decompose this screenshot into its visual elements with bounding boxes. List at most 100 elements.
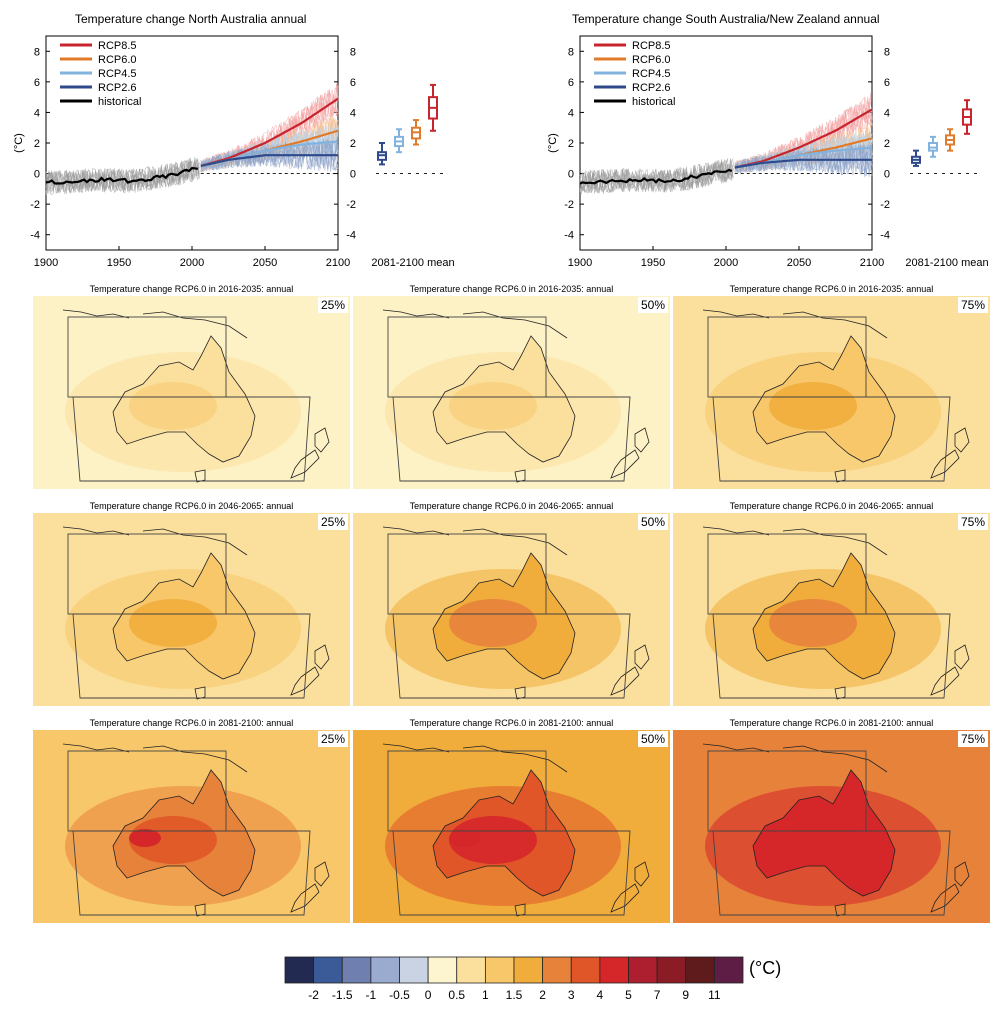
series-mean-line <box>734 108 873 169</box>
coastline-indonesia <box>62 743 130 753</box>
box-axis-label: 2081-2100 mean <box>371 257 454 269</box>
legend-label: RCP6.0 <box>632 54 671 66</box>
legend-label: RCP6.0 <box>98 54 137 66</box>
map-percentile: 75% <box>957 297 988 313</box>
y-tick-label: -2 <box>346 199 356 211</box>
map-panel: Temperature change RCP6.0 in 2046-2065: … <box>353 500 670 706</box>
colorbar-tick-label: 4 <box>597 988 604 1002</box>
colorbar-tick-label: 1.5 <box>506 988 523 1002</box>
model-run-line <box>200 121 339 171</box>
y-tick-label: 2 <box>568 138 574 150</box>
y-tick-label: -2 <box>564 199 574 211</box>
y-tick-label: 8 <box>884 46 890 58</box>
model-run-line <box>45 160 200 194</box>
coastline-nz-north <box>954 861 970 887</box>
coastline-australia <box>752 769 896 897</box>
warming-hotspot <box>769 829 801 847</box>
timeseries-chart: -4 -4 -2 -2 0 0 2 2 4 4 6 6 8 8 1900 1950 2000 2050 2100 (°… <box>547 35 989 269</box>
coastline-indonesia <box>382 526 450 536</box>
colorbar-swatch <box>427 956 458 984</box>
timeseries-panel-south-australia-nz: Temperature change South Australia/New Z… <box>534 0 994 280</box>
coastline-nz-north <box>314 861 330 887</box>
legend-label: RCP2.6 <box>632 82 671 94</box>
colorbar-tick-label: -0.5 <box>389 988 410 1002</box>
colorbar-tick-label: 7 <box>654 988 661 1002</box>
colorbar-swatch <box>341 956 372 984</box>
legend-label: historical <box>98 96 141 108</box>
map-title: Temperature change RCP6.0 in 2016-2035: … <box>353 283 670 296</box>
map-svg <box>62 743 330 917</box>
colorbar-swatch <box>570 956 601 984</box>
coastline-new-guinea <box>142 528 248 556</box>
map-svg <box>382 309 650 483</box>
warming-core <box>129 816 217 864</box>
map-percentile: 25% <box>317 731 348 747</box>
y-tick-label: 4 <box>568 107 574 119</box>
chart-title: Temperature change South Australia/New Z… <box>572 12 880 26</box>
y-tick-label: 4 <box>350 107 356 119</box>
map-percentile: 25% <box>317 514 348 530</box>
region-box-south-australia-nz <box>712 830 951 916</box>
colorbar-tick-label: 5 <box>625 988 632 1002</box>
model-run-line <box>579 158 734 194</box>
coastline-new-guinea <box>142 311 248 339</box>
map-title: Temperature change RCP6.0 in 2081-2100: … <box>353 717 670 730</box>
x-tick-label: 2050 <box>787 257 811 269</box>
y-axis-label: (°C) <box>547 133 559 153</box>
map-title: Temperature change RCP6.0 in 2081-2100: … <box>33 717 350 730</box>
colorbar-swatch <box>628 956 658 984</box>
box-axis-label: 2081-2100 mean <box>905 257 988 269</box>
map-svg <box>62 526 330 700</box>
coastline-indonesia <box>62 309 130 319</box>
model-run-line <box>200 126 339 171</box>
region-box-south-australia-nz <box>72 396 311 482</box>
y-tick-label: 0 <box>568 169 574 181</box>
y-tick-label: 8 <box>350 46 356 58</box>
y-tick-label: 2 <box>34 138 40 150</box>
map-percentile: 50% <box>637 731 668 747</box>
map-svg <box>382 743 650 917</box>
colorbar-swatch <box>284 956 315 984</box>
map-svg <box>62 309 330 483</box>
coastline-tasmania <box>834 469 846 483</box>
x-tick-label: 2100 <box>326 257 350 269</box>
series-mean-line <box>45 166 199 185</box>
map-svg <box>702 743 970 917</box>
coastline-new-guinea <box>462 311 568 339</box>
timeseries-panel-north-australia: Temperature change North Australia annua… <box>0 0 497 280</box>
map-percentile: 75% <box>957 731 988 747</box>
colorbar-tick-label: 0.5 <box>448 988 465 1002</box>
warming-core <box>129 382 217 430</box>
region-box-south-australia-nz <box>392 613 631 699</box>
coastline-australia <box>432 335 576 463</box>
region-box-south-australia-nz <box>72 613 311 699</box>
colorbar-tick-label: -1 <box>366 988 377 1002</box>
y-tick-label: 6 <box>884 77 890 89</box>
colorbar-swatch <box>713 956 744 984</box>
colorbar-tick-label: 9 <box>682 988 689 1002</box>
colorbar-swatch <box>656 956 687 984</box>
warming-core <box>769 816 857 864</box>
series-mean-line <box>579 168 733 185</box>
coastline-nz-north <box>954 644 970 670</box>
map-percentile: 50% <box>637 297 668 313</box>
coastline-australia <box>112 769 256 897</box>
y-tick-label: -4 <box>346 230 356 242</box>
coastline-nz-north <box>954 427 970 453</box>
coastline-tasmania <box>514 686 526 700</box>
warming-core <box>449 382 537 430</box>
y-tick-label: -2 <box>30 199 40 211</box>
series-mean-line <box>734 158 872 169</box>
coastline-new-guinea <box>462 528 568 556</box>
map-panel: Temperature change RCP6.0 in 2016-2035: … <box>33 283 350 489</box>
legend-label: RCP4.5 <box>98 68 137 80</box>
colorbar-swatch <box>599 956 629 984</box>
y-tick-label: 0 <box>884 169 890 181</box>
coastline-new-guinea <box>462 745 568 773</box>
colorbar-swatch <box>313 956 343 984</box>
colorbar-tick-label: -1.5 <box>332 988 353 1002</box>
legend-label: RCP8.5 <box>632 40 671 52</box>
coastline-nz-north <box>634 644 650 670</box>
x-tick-label: 1900 <box>34 257 58 269</box>
map-panel: Temperature change RCP6.0 in 2016-2035: … <box>353 283 670 489</box>
